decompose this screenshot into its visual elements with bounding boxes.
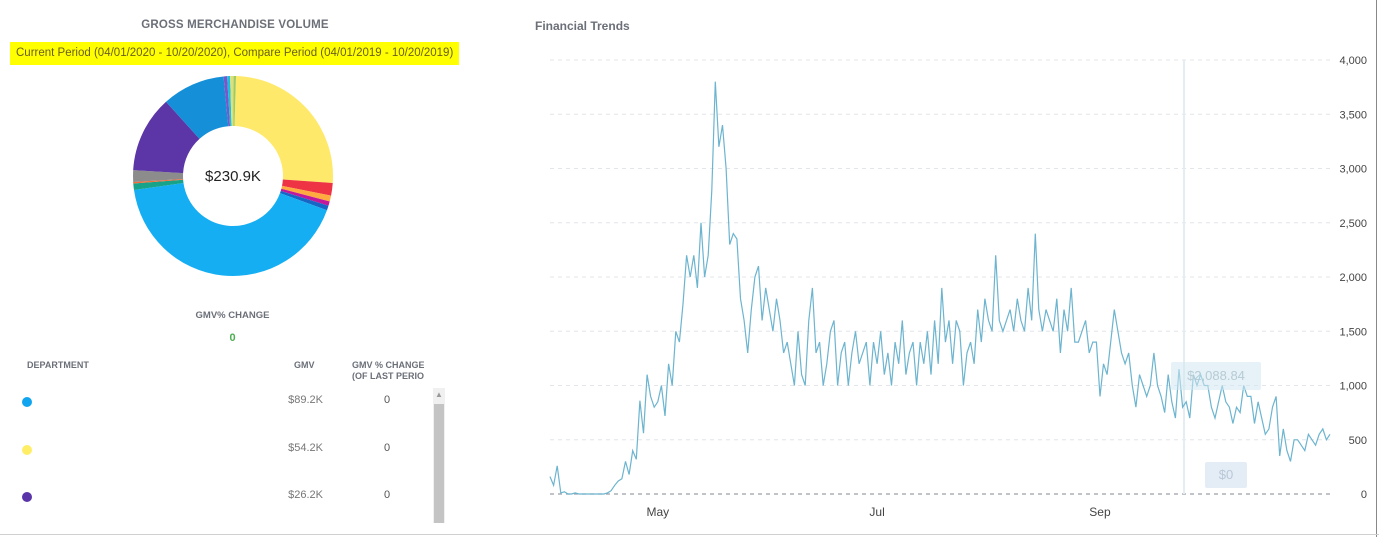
donut-slice[interactable] (280, 188, 330, 206)
y-tick-label: 2,500 (1339, 218, 1367, 230)
gmv-donut-chart[interactable]: $230.9K (128, 71, 338, 281)
donut-slice[interactable] (230, 76, 234, 127)
scroll-up-arrow-icon[interactable]: ▲ (435, 390, 443, 399)
y-tick-label: 0 (1361, 489, 1367, 501)
gmv-change-value: 0 (229, 332, 236, 344)
table-row[interactable]: $89.2K 0 (0, 389, 430, 413)
period-banner: Current Period (04/01/2020 - 10/20/2020)… (10, 42, 460, 65)
financial-trends-panel: Financial Trends 0 500 1,000 1,500 2,000 2,50… (530, 0, 1379, 537)
x-tick-label: May (646, 505, 669, 519)
window-edge (1376, 0, 1377, 537)
department-color-dot (22, 492, 32, 502)
chart-title: Financial Trends (535, 19, 630, 33)
donut-slice[interactable] (227, 76, 232, 127)
y-tick-label: 3,500 (1339, 109, 1367, 121)
x-tick-label: Jul (869, 505, 884, 519)
y-tick-label: 2,000 (1339, 272, 1367, 284)
donut-slice[interactable] (233, 76, 236, 127)
table-scrollbar[interactable]: ▲ (433, 388, 445, 523)
y-tick-label: 500 (1349, 435, 1367, 447)
donut-slice[interactable] (282, 179, 333, 196)
y-tick-label: 1,000 (1339, 381, 1367, 393)
department-table: DEPARTMENT GMV GMV % CHANGE (OF LAST PER… (0, 355, 450, 525)
chart-tooltip-zero: $0 (1205, 462, 1247, 488)
donut-slice[interactable] (133, 179, 184, 184)
gmv-change-header-line2: (OF LAST PERIOD (352, 371, 424, 381)
table-row[interactable]: $26.2K 0 (0, 484, 430, 508)
gmv-change-label: GMV% CHANGE (195, 310, 270, 321)
trend-line[interactable] (549, 81, 1331, 495)
x-tick-label: Sep (1089, 505, 1111, 519)
chart-tooltip-value: $2,088.84 (1171, 362, 1261, 390)
row-gmv-change: 0 (384, 489, 391, 501)
row-gmv: $26.2K (288, 489, 323, 501)
window-bottom-edge (0, 534, 1379, 535)
scroll-thumb[interactable] (434, 404, 444, 523)
donut-slice[interactable] (133, 179, 184, 191)
donut-slice[interactable] (133, 170, 184, 183)
row-gmv: $54.2K (288, 442, 323, 454)
financial-trends-chart[interactable]: 0 500 1,000 1,500 2,000 2,500 3,000 3,500 4,000 M… (530, 40, 1379, 520)
gmv-title: GROSS MERCHANDISE VOLUME (141, 19, 329, 31)
donut-slice[interactable] (223, 76, 231, 127)
department-color-dot (22, 397, 32, 407)
department-color-dot (22, 445, 32, 455)
y-tick-label: 3,000 (1339, 164, 1367, 176)
donut-slice[interactable] (234, 76, 333, 184)
row-gmv: $89.2K (288, 394, 323, 406)
gmv-change-header[interactable]: GMV % CHANGE (OF LAST PERIOD (352, 360, 424, 382)
row-gmv-change: 0 (384, 442, 391, 454)
donut-slice[interactable] (279, 190, 329, 211)
donut-slice[interactable] (133, 101, 200, 174)
donut-slice[interactable] (133, 183, 327, 276)
row-gmv-change: 0 (384, 394, 391, 406)
y-tick-label: 4,000 (1339, 55, 1367, 67)
department-header[interactable]: DEPARTMENT (27, 360, 89, 370)
donut-slice[interactable] (281, 185, 332, 202)
gmv-panel: GROSS MERCHANDISE VOLUME Current Period … (0, 0, 470, 537)
donut-slice[interactable] (166, 76, 229, 139)
gmv-header[interactable]: GMV (294, 360, 315, 370)
y-tick-label: 1,500 (1339, 326, 1367, 338)
gmv-change-header-line1: GMV % CHANGE (352, 360, 424, 370)
donut-svg[interactable] (128, 71, 338, 281)
table-row[interactable]: $54.2K 0 (0, 437, 430, 461)
